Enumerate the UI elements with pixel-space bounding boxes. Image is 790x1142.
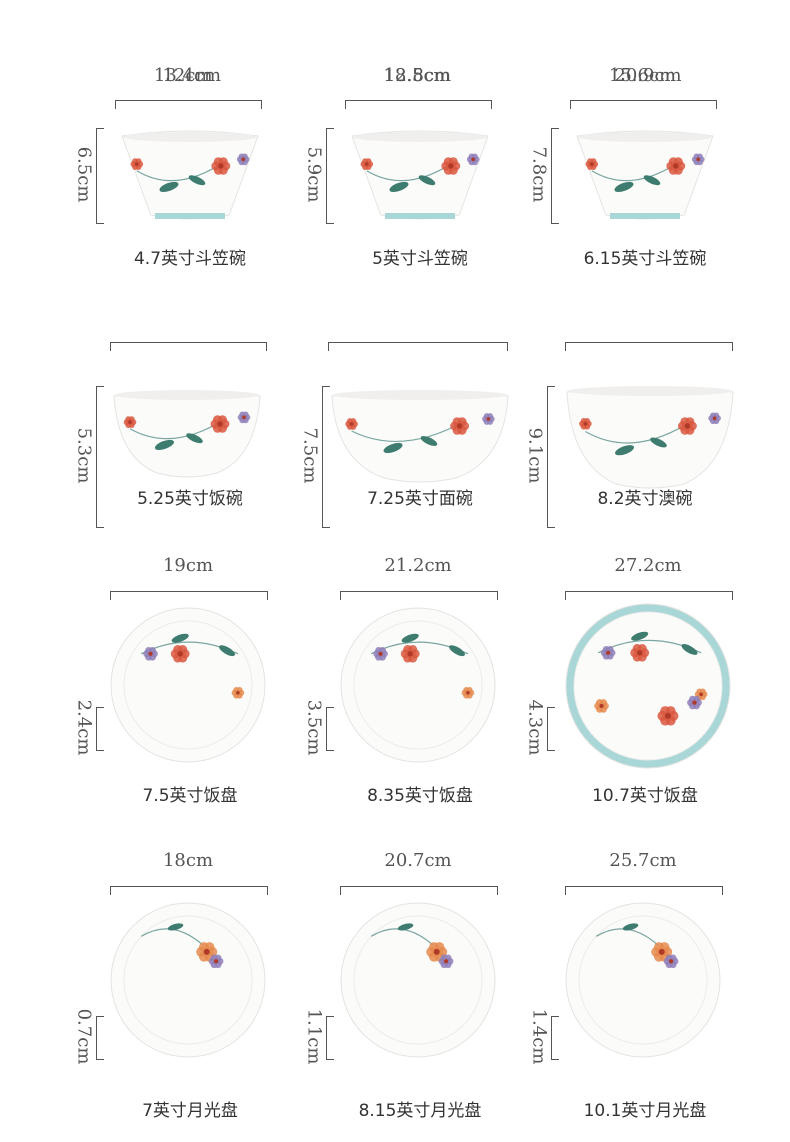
plate-image [340, 607, 496, 763]
height-bracket [96, 1016, 104, 1060]
bowl-image [121, 130, 259, 220]
bowl-image [576, 130, 714, 220]
product-cell: 21.2cm 3.5cm 8.35英寸饭盘 [300, 555, 540, 835]
width-dimension-label: 20.7cm [384, 850, 452, 871]
height-bracket [326, 1016, 334, 1060]
product-cell: 25.7cm 1.4cm 10.1英寸月光盘 [525, 850, 765, 1130]
width-dimension-label: 20.9cm [614, 65, 682, 86]
product-name-label: 5英寸斗笠碗 [372, 249, 468, 269]
width-bracket [565, 591, 733, 600]
width-bracket [110, 342, 267, 351]
bowl-image [113, 390, 261, 478]
height-bracket [547, 707, 555, 751]
product-cell: 19cm 2.4cm 7.5英寸饭盘 [70, 555, 310, 835]
width-bracket [115, 100, 262, 109]
height-dimension-label: 1.4cm [528, 1008, 550, 1065]
width-dimension-label: 12.8cm [383, 65, 452, 86]
product-name-label: 7.5英寸饭盘 [142, 786, 238, 806]
product-name-label: 10.1英寸月光盘 [583, 1101, 707, 1121]
product-name-label: 7.25英寸面碗 [367, 489, 473, 509]
height-dimension-label: 0.7cm [73, 1008, 95, 1065]
plate-image [110, 607, 266, 763]
height-bracket [547, 386, 555, 528]
bowl-image [566, 386, 734, 489]
product-name-label: 6.15英寸斗笠碗 [583, 249, 707, 269]
width-bracket [565, 342, 733, 351]
plate-image [565, 902, 721, 1058]
width-bracket [110, 886, 268, 895]
height-bracket [96, 128, 104, 224]
width-bracket [345, 100, 492, 109]
product-cell: 12cm 6.5cm 4.7英寸斗笠碗 [70, 60, 310, 340]
plate-image [340, 902, 496, 1058]
plate-image [565, 603, 731, 769]
product-name-label: 4.7英寸斗笠碗 [133, 249, 247, 269]
width-bracket [340, 591, 498, 600]
height-bracket [326, 707, 334, 751]
product-cell: 13.4cm 5.3cm 5.25英寸饭碗 [70, 60, 310, 528]
product-cell: 15.6cm 7.8cm 6.15英寸斗笠碗 [525, 60, 765, 340]
width-dimension-label: 15.6cm [608, 65, 677, 86]
width-dimension-label: 21.2cm [384, 555, 452, 576]
width-dimension-label: 18cm [162, 850, 214, 871]
product-cell: 12.8cm 5.9cm 5英寸斗笠碗 [300, 60, 540, 340]
product-name-label: 8.15英寸月光盘 [358, 1101, 482, 1121]
bowl-image [331, 390, 509, 483]
product-name-label: 8.35英寸饭盘 [367, 786, 473, 806]
width-dimension-label: 12cm [162, 65, 213, 86]
product-name-label: 8.2英寸澳碗 [597, 489, 693, 509]
width-bracket [328, 342, 508, 351]
height-bracket [96, 707, 104, 751]
height-bracket [551, 1016, 559, 1060]
height-dimension-label: 1.1cm [303, 1008, 325, 1065]
product-cell: 18cm 0.7cm 7英寸月光盘 [70, 850, 310, 1130]
width-bracket [565, 886, 723, 895]
product-cell: 27.2cm 4.3cm 10.7英寸饭盘 [525, 555, 765, 835]
height-bracket [551, 128, 559, 224]
product-cell: 20.9cm 9.1cm 8.2英寸澳碗 [525, 60, 765, 528]
product-cell: 18.5cm 7.5cm 7.25英寸面碗 [300, 60, 540, 528]
width-bracket [340, 886, 498, 895]
width-dimension-label: 27.2cm [614, 555, 682, 576]
product-name-label: 10.7英寸饭盘 [592, 786, 698, 806]
width-bracket [570, 100, 717, 109]
height-dimension-label: 4.3cm [524, 699, 546, 756]
height-bracket [326, 128, 334, 224]
product-name-label: 7英寸月光盘 [142, 1101, 238, 1121]
product-name-label: 5.25英寸饭碗 [137, 489, 243, 509]
height-dimension-label: 3.5cm [303, 699, 325, 756]
height-dimension-label: 2.4cm [73, 699, 95, 756]
height-bracket [96, 386, 104, 528]
height-bracket [322, 386, 330, 528]
plate-image [110, 902, 266, 1058]
bowl-image [351, 130, 489, 220]
width-dimension-label: 19cm [162, 555, 214, 576]
width-dimension-label: 18.5cm [383, 65, 451, 86]
width-dimension-label: 13.4cm [153, 65, 222, 86]
product-cell: 20.7cm 1.1cm 8.15英寸月光盘 [300, 850, 540, 1130]
width-dimension-label: 25.7cm [609, 850, 677, 871]
width-bracket [110, 591, 268, 600]
